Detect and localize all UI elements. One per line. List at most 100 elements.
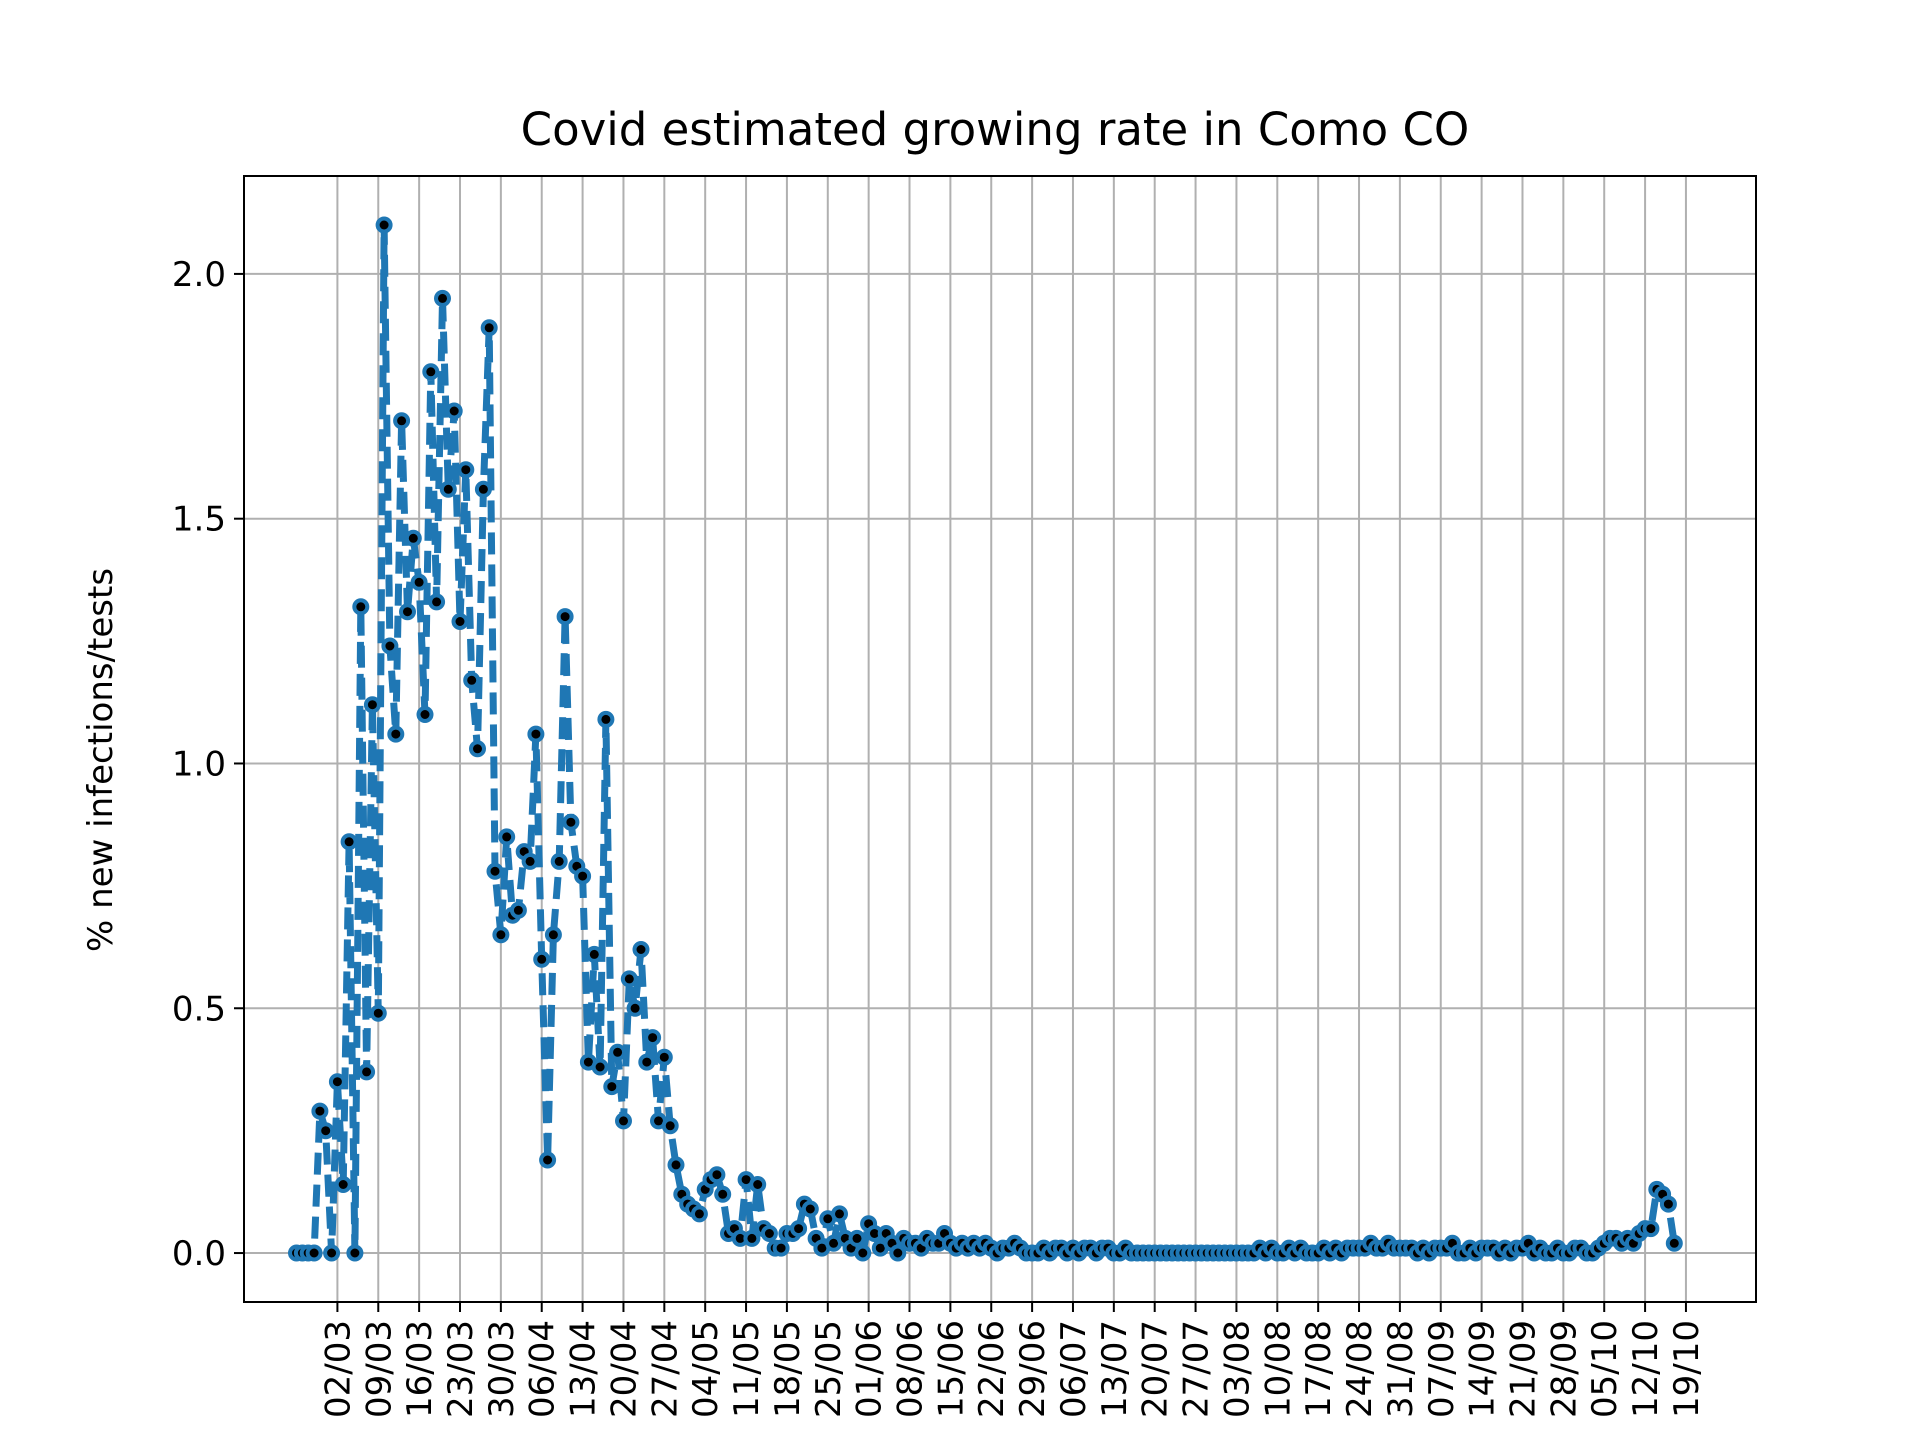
data-point: [661, 1117, 679, 1135]
x-tick-label: 09/03: [359, 1320, 399, 1418]
data-point: [615, 1112, 632, 1130]
data-point: [434, 289, 451, 307]
y-axis-label: % new infections/tests: [81, 568, 121, 952]
x-tick-label: 31/08: [1381, 1320, 1421, 1418]
x-tick-label: 11/05: [727, 1320, 767, 1418]
data-point: [358, 1063, 376, 1081]
data-point: [632, 941, 650, 958]
data-point: [422, 363, 440, 381]
data-point: [369, 1004, 387, 1022]
data-point: [708, 1166, 726, 1184]
x-tick-label: 22/06: [972, 1320, 1012, 1418]
y-tick-label: 2.0: [172, 255, 226, 295]
data-point: [375, 216, 393, 234]
data-point: [550, 852, 568, 870]
data-point: [1659, 1195, 1677, 1213]
data-point: [889, 1244, 907, 1262]
data-point: [655, 1048, 673, 1066]
data-point: [714, 1185, 732, 1203]
x-tick-label: 20/04: [604, 1320, 644, 1418]
y-tick-label: 0.0: [172, 1234, 226, 1274]
data-point: [486, 862, 504, 880]
x-tick-label: 25/05: [809, 1320, 849, 1418]
data-point: [574, 867, 592, 885]
data-point: [667, 1156, 685, 1174]
data-point: [854, 1244, 872, 1262]
data-point: [609, 1043, 627, 1061]
data-point: [328, 1073, 346, 1091]
data-point: [498, 828, 516, 846]
data-point: [451, 613, 469, 630]
x-tick-label: 17/08: [1299, 1320, 1339, 1418]
x-tick-label: 08/06: [891, 1320, 931, 1418]
x-tick-label: 02/03: [318, 1320, 358, 1418]
plot-frame: [243, 175, 1757, 1303]
data-point: [1665, 1234, 1683, 1252]
data-point: [544, 926, 562, 944]
data-point: [743, 1229, 761, 1247]
data-point: [416, 706, 434, 723]
x-tick-label: 15/06: [931, 1320, 971, 1418]
x-tick-label: 30/03: [482, 1320, 522, 1418]
data-point: [644, 1029, 662, 1047]
y-tick-label: 1.0: [172, 744, 226, 784]
data-point: [352, 598, 370, 616]
x-tick-label: 28/09: [1544, 1320, 1584, 1418]
series: [288, 216, 1683, 1262]
data-point: [463, 671, 481, 689]
data-point: [317, 1122, 335, 1140]
x-tick-label: 04/05: [686, 1320, 726, 1418]
x-tick-label: 13/04: [564, 1320, 604, 1418]
x-tick-label: 14/09: [1463, 1320, 1503, 1418]
x-tick-label: 06/07: [1054, 1320, 1094, 1418]
x-tick-label: 18/05: [768, 1320, 808, 1418]
data-point: [626, 999, 644, 1017]
data-point: [801, 1200, 819, 1218]
data-point: [533, 950, 551, 968]
data-point: [509, 901, 527, 919]
data-point: [445, 402, 463, 420]
data-point: [305, 1244, 323, 1262]
data-point: [772, 1239, 790, 1257]
data-point: [527, 725, 545, 743]
data-point: [638, 1053, 656, 1071]
data-point: [399, 603, 416, 621]
data-point: [620, 970, 638, 988]
x-tick-label: 13/07: [1095, 1320, 1135, 1418]
data-point: [340, 833, 358, 851]
x-tick-label: 19/10: [1667, 1320, 1707, 1418]
chart-title: Covid estimated growing rate in Como CO: [521, 103, 1470, 156]
x-tick-label: 23/03: [441, 1320, 481, 1418]
data-point: [363, 696, 381, 714]
data-point: [311, 1102, 329, 1120]
x-tick-label: 01/06: [850, 1320, 890, 1418]
x-tick-label: 20/07: [1136, 1320, 1176, 1418]
data-point: [521, 852, 539, 870]
data-point: [381, 637, 399, 655]
data-point: [404, 529, 422, 547]
data-point: [334, 1176, 352, 1193]
data-point: [410, 573, 428, 591]
x-tick-label: 27/07: [1177, 1320, 1217, 1418]
x-tick-label: 10/08: [1258, 1320, 1298, 1418]
data-point: [556, 608, 574, 626]
data-point: [690, 1205, 708, 1223]
x-tick-label: 07/09: [1422, 1320, 1462, 1418]
data-point: [749, 1176, 767, 1193]
data-point: [492, 926, 510, 944]
data-point: [439, 480, 457, 498]
data-point: [1642, 1220, 1660, 1238]
data-point: [603, 1078, 621, 1096]
y-tick-label: 0.5: [172, 989, 226, 1029]
x-tick-label: 05/10: [1585, 1320, 1625, 1418]
grid-lines: [244, 176, 1756, 1302]
data-point: [562, 813, 580, 831]
y-tick-label: 1.5: [172, 500, 226, 540]
x-tick-label: 06/04: [523, 1320, 563, 1418]
x-tick-label: 24/08: [1340, 1320, 1380, 1418]
data-point: [387, 725, 405, 743]
data-point: [474, 480, 492, 498]
x-tick-label: 29/06: [1013, 1320, 1053, 1418]
data-point: [831, 1205, 848, 1223]
